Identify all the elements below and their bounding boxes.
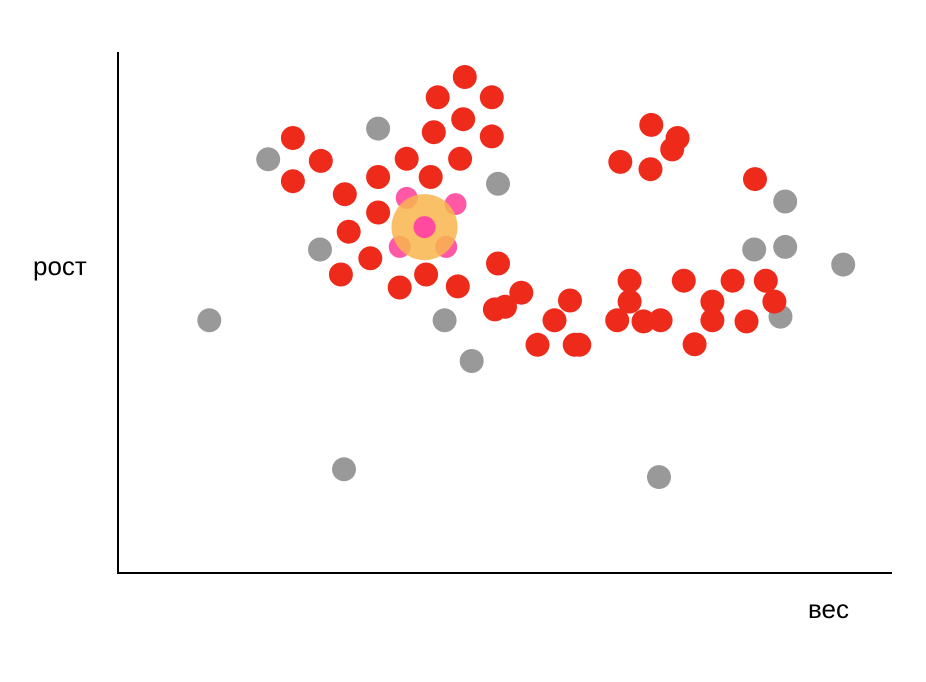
scatter-point-grey-3 [308, 237, 332, 262]
points-layer [197, 65, 856, 490]
scatter-point-red-30 [617, 268, 642, 293]
scatter-point-red-17 [328, 262, 353, 287]
scatter-point-red-27 [605, 308, 630, 333]
scatter-point-grey-8 [647, 465, 671, 490]
scatter-point-grey-12 [831, 252, 856, 277]
scatter-point-red-42 [608, 149, 633, 174]
scatter-point-red-44 [665, 126, 690, 150]
scatter-point-grey-2 [486, 171, 510, 196]
scatter-point-red-25 [482, 297, 507, 322]
scatter-point-red-0 [452, 65, 477, 89]
scatter-point-red-7 [308, 148, 333, 173]
scatter-point-red-16 [486, 251, 510, 276]
scatter-point-grey-6 [197, 308, 222, 333]
scatter-point-grey-1 [366, 116, 391, 141]
scatter-point-red-15 [336, 219, 361, 244]
scatter-point-red-28 [648, 308, 673, 333]
scatter-point-red-21 [445, 274, 470, 299]
scatter-point-grey-4 [432, 308, 457, 333]
scatter-point-red-19 [387, 275, 412, 300]
scatter-point-red-18 [358, 246, 383, 271]
scatter-point-red-1 [425, 85, 450, 110]
scatter-point-red-24 [542, 308, 567, 333]
scatter-point-red-47 [558, 288, 582, 313]
scatter-point-red-37 [631, 309, 656, 334]
scatter-point-red-31 [671, 268, 696, 293]
scatter-point-red-29 [700, 308, 725, 333]
scatter-point-red-6 [280, 126, 305, 150]
scatter-point-red-34 [762, 289, 787, 314]
scatter-point-red-8 [394, 146, 419, 171]
scatter-point-red-43 [639, 112, 664, 137]
scatter-point-red-32 [720, 268, 745, 293]
scatter-point-query-center [413, 216, 436, 239]
scatter-point-red-33 [753, 268, 778, 293]
scatter-point-red-46 [525, 332, 550, 357]
scatter-point-grey-5 [459, 349, 484, 373]
scatter-point-red-10 [280, 169, 305, 194]
scatter-point-grey-7 [332, 457, 356, 482]
scatter-point-grey-9 [773, 189, 798, 214]
scatter-point-red-45 [567, 332, 592, 357]
scatter-point-red-9 [448, 146, 473, 171]
scatter-point-red-35 [734, 309, 759, 334]
scatter-point-red-41 [638, 157, 663, 182]
scatter-point-red-5 [479, 124, 504, 149]
scatter-point-red-11 [332, 182, 357, 207]
scatter-point-red-14 [366, 200, 391, 225]
scatter-point-red-12 [366, 165, 391, 189]
scatter-point-red-36 [682, 332, 707, 357]
scatter-point-red-38 [700, 289, 725, 314]
scatter-point-red-13 [418, 165, 443, 189]
scatter-point-red-20 [414, 262, 439, 287]
scatter-point-red-48 [617, 289, 642, 314]
y-axis-label: рост [33, 251, 87, 281]
scatter-point-red-4 [421, 120, 446, 145]
scatter-point-grey-11 [742, 237, 767, 262]
x-axis-label: вес [808, 594, 849, 624]
scatter-point-grey-10 [773, 234, 798, 259]
scatter-point-red-39 [743, 167, 767, 192]
scatter-point-grey-0 [256, 147, 281, 172]
scatter-point-red-3 [451, 107, 476, 132]
scatter-point-red-23 [509, 280, 534, 305]
scatter-point-red-2 [479, 85, 504, 110]
